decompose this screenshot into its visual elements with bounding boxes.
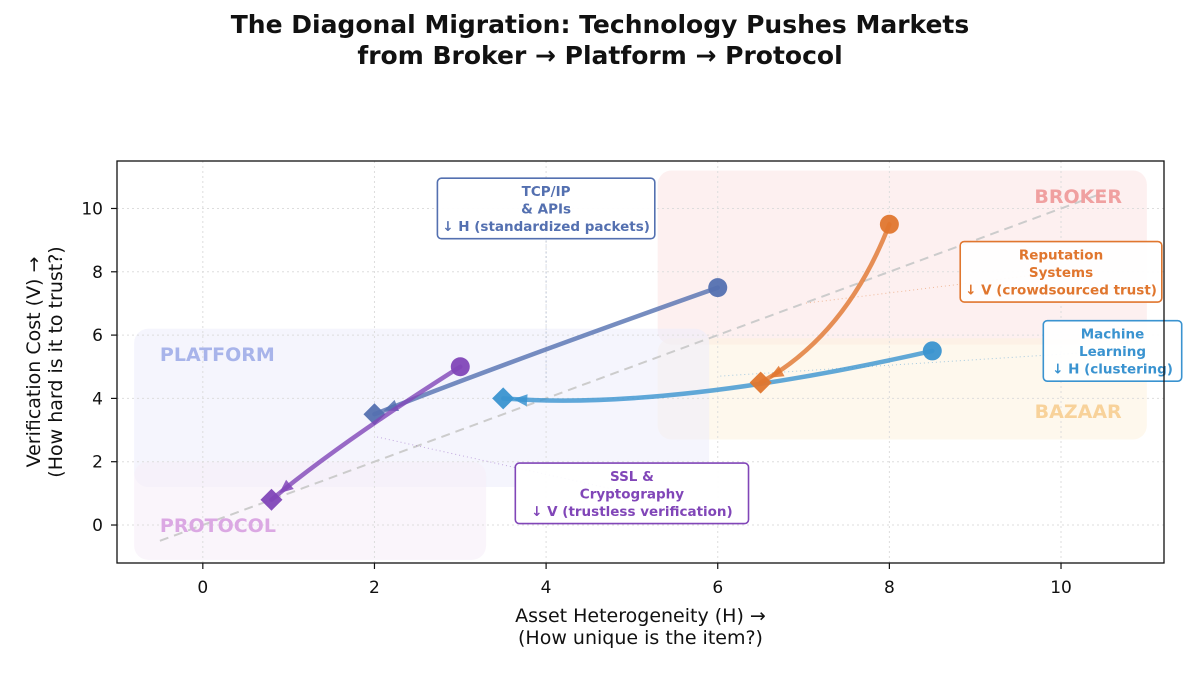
annotation-text: & APIs: [521, 201, 571, 217]
annotation-text: Machine: [1081, 326, 1145, 342]
start-point-ssl-cryptography: [450, 357, 470, 377]
chart-title: from Broker → Platform → Protocol: [357, 41, 842, 70]
diagonal-guide: [159, 191, 1105, 542]
plot-frame: [116, 160, 1165, 564]
x-tick-label: 2: [369, 578, 380, 598]
y-tick-label: 4: [92, 389, 103, 409]
region-protocol: [134, 461, 487, 560]
y-tick-label: 6: [92, 326, 103, 346]
chart-title: The Diagonal Migration: Technology Pushe…: [231, 10, 970, 39]
start-point-tcp-ip-apis: [708, 278, 728, 298]
y-axis-label-group: Verification Cost (V) → (How hard is it t…: [23, 246, 67, 477]
end-point-reputation-systems: [749, 371, 772, 394]
x-tick-label: 8: [884, 578, 895, 598]
x-tick-label: 4: [541, 578, 552, 598]
x-axis-label: (How unique is the item?): [518, 627, 763, 649]
start-point-reputation-systems: [879, 214, 899, 234]
annotation-text: Learning: [1079, 344, 1146, 360]
annotation-text: TCP/IP: [522, 184, 571, 200]
region-label-broker: BROKER: [1034, 186, 1122, 208]
y-tick-label: 0: [92, 516, 103, 536]
x-tick-label: 0: [197, 578, 208, 598]
y-axis-label: (How hard is it to trust?): [45, 246, 67, 477]
end-point-ssl-cryptography: [260, 488, 283, 511]
arrowhead-reputation-systems: [769, 365, 785, 378]
region-label-platform: PLATFORM: [160, 344, 275, 366]
annotation-text: Cryptography: [580, 486, 684, 502]
y-tick-label: 2: [92, 453, 103, 473]
leader-reputation-systems: [803, 271, 1062, 304]
arrowhead-machine-learning: [513, 394, 528, 407]
y-tick-label: 8: [92, 263, 103, 283]
region-platform: [134, 328, 710, 488]
annotation-text: ↓ H (clustering): [1052, 361, 1173, 377]
y-axis-label: Verification Cost (V) →: [23, 257, 45, 468]
region-label-bazaar: BAZAAR: [1035, 401, 1122, 423]
annotation-text: ↓ H (standardized packets): [442, 219, 650, 235]
annotation-box-reputation-systems: [959, 240, 1163, 303]
x-tick-label: 6: [712, 578, 723, 598]
annotation-text: Reputation: [1019, 247, 1103, 263]
annotation-text: ↓ V (trustless verification): [531, 504, 733, 520]
annotation-box-tcp-ip-apis: [436, 177, 656, 240]
trajectory-machine-learning: [500, 348, 935, 403]
annotation-text: SSL &: [610, 469, 654, 485]
x-tick-label: 10: [1050, 578, 1072, 598]
y-tick-label: 10: [81, 199, 103, 219]
annotation-box-machine-learning: [1042, 319, 1183, 382]
region-bazaar: [657, 338, 1147, 440]
x-axis-label: Asset Heterogeneity (H) →: [515, 605, 766, 627]
start-point-machine-learning: [922, 341, 942, 361]
annotation-box-ssl-cryptography: [514, 462, 750, 525]
region-label-protocol: PROTOCOL: [160, 515, 276, 537]
arrowhead-ssl-cryptography: [279, 479, 294, 494]
annotation-text: Systems: [1029, 265, 1093, 281]
end-point-machine-learning: [492, 387, 515, 410]
annotation-text: ↓ V (crowdsourced trust): [965, 282, 1157, 298]
